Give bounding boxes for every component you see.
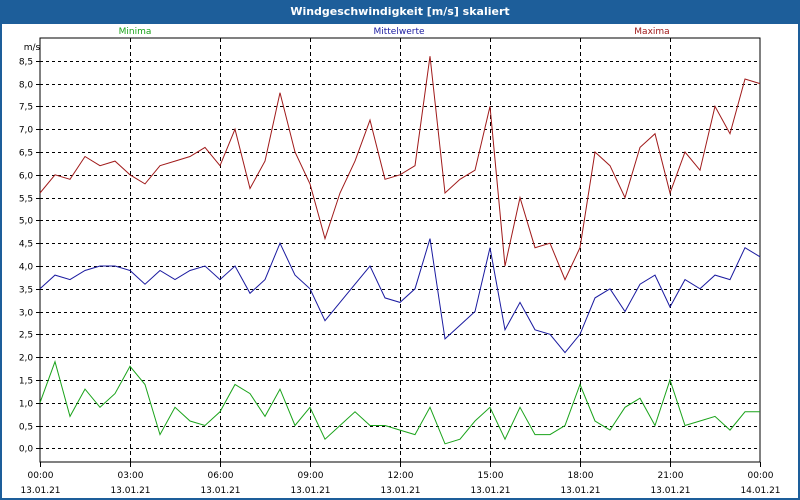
x-tick-time: 00:00 [28,471,54,481]
x-tick-time: 15:00 [478,471,504,481]
x-tick-time: 18:00 [568,471,594,481]
y-tick-label: 1,0 [19,400,34,410]
legend-mittelwerte: Mittelwerte [373,27,424,37]
y-tick-label: 6,0 [19,172,34,182]
x-tick-date: 13.01.21 [200,486,240,496]
y-tick-label: 3,0 [19,309,34,319]
series-line-minima [39,360,760,445]
y-axis-label: m/s [24,43,41,53]
y-tick-label: 2,5 [19,331,33,341]
y-tick-label: 4,5 [19,240,33,250]
window-title: Windgeschwindigkeit [m/s] skaliert [2,2,798,24]
x-tick-date: 13.01.21 [20,486,60,496]
x-tick-time: 06:00 [208,471,234,481]
y-tick-label: 3,5 [19,286,33,296]
x-tick-date: 13.01.21 [110,486,150,496]
y-tick-label: 2,0 [19,354,34,364]
series-line-maxima [39,56,761,281]
y-tick-label: 8,5 [19,58,33,68]
y-tick-label: 1,5 [19,377,33,387]
y-tick-label: 5,0 [19,217,34,227]
y-tick-label: 6,5 [19,149,33,159]
x-tick-date: 13.01.21 [560,486,600,496]
x-tick-time: 09:00 [298,471,324,481]
x-tick-time: 03:00 [118,471,144,481]
x-tick-time: 00:00 [748,471,774,481]
legend-maxima: Maxima [634,27,669,37]
y-tick-label: 7,0 [19,126,34,136]
x-tick-date: 13.01.21 [650,486,690,496]
x-tick-date: 14.01.21 [740,486,780,496]
wind-speed-chart: 0,0 0,5 1,0 1,5 2,0 2,5 3,0 3,5 4,0 4,5 5,0 5,5 6,0 6… [19,27,781,496]
y-tick-label: 8,0 [19,81,34,91]
y-tick-label: 5,5 [19,195,33,205]
legend-minima: Minima [119,27,152,37]
y-tick-label: 4,0 [19,263,34,273]
x-tick-date: 13.01.21 [470,486,510,496]
x-tick-date: 13.01.21 [290,486,330,496]
y-tick-label: 7,5 [19,103,33,113]
y-tick-label: 0,5 [19,423,33,433]
y-tick-label: 0,0 [19,445,34,455]
x-tick-date: 13.01.21 [380,486,420,496]
series-line-mittelwerte [39,238,761,354]
x-tick-time: 21:00 [658,471,684,481]
x-tick-time: 12:00 [388,471,414,481]
